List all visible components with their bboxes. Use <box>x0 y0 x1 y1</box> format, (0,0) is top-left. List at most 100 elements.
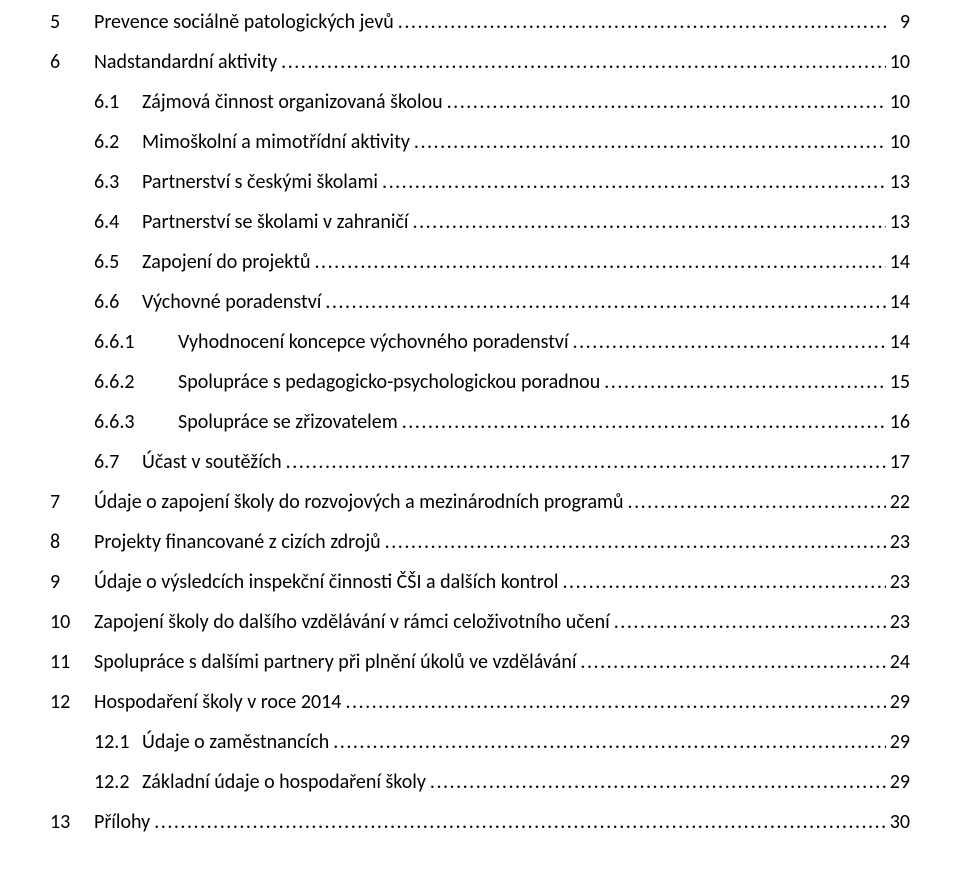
toc-entry-page: 22 <box>886 492 910 512</box>
toc-entry-title: Nadstandardní aktivity <box>94 52 277 72</box>
toc-entry: 12Hospodaření školy v roce 2014.........… <box>50 692 910 712</box>
toc-entry-title: Spolupráce s pedagogicko-psychologickou … <box>154 372 600 392</box>
toc-entry-title: Mimoškolní a mimotřídní aktivity <box>142 132 410 152</box>
toc-entry-title: Hospodaření školy v roce 2014 <box>94 692 341 712</box>
toc-entry-number: 10 <box>50 612 94 632</box>
toc-dot-leader: ........................................… <box>329 732 886 752</box>
toc-entry-number: 6.2 <box>94 132 142 152</box>
toc-entry-title: Základní údaje o hospodaření školy <box>142 772 426 792</box>
toc-entry: 6.6.1Vyhodnocení koncepce výchovného por… <box>50 332 910 352</box>
toc-entry-page: 13 <box>886 212 910 232</box>
toc-entry-title: Účast v soutěžích <box>142 452 282 472</box>
toc-dot-leader: ........................................… <box>600 372 886 392</box>
toc-entry-page: 9 <box>886 12 910 32</box>
toc-dot-leader: ........................................… <box>426 772 886 792</box>
toc-dot-leader: ........................................… <box>381 532 886 552</box>
toc-dot-leader: ........................................… <box>150 812 886 832</box>
toc-dot-leader: ........................................… <box>378 172 886 192</box>
toc-entry-title: Údaje o výsledcích inspekční činnosti ČŠ… <box>94 572 558 592</box>
toc-entry-title: Partnerství s českými školami <box>142 172 378 192</box>
toc-dot-leader: ........................................… <box>398 412 886 432</box>
toc-dot-leader: ........................................… <box>341 692 886 712</box>
toc-entry-page: 15 <box>886 372 910 392</box>
toc-entry-number: 5 <box>50 12 94 32</box>
toc-entry-number: 6.6 <box>94 292 142 312</box>
toc-entry-page: 23 <box>886 572 910 592</box>
toc-entry-number: 6.5 <box>94 252 142 272</box>
toc-entry-page: 29 <box>886 732 910 752</box>
toc-entry: 6.3Partnerství s českými školami........… <box>50 172 910 192</box>
toc-entry-page: 10 <box>886 52 910 72</box>
toc-entry: 6.5Zapojení do projektů.................… <box>50 252 910 272</box>
toc-dot-leader: ........................................… <box>409 212 886 232</box>
toc-entry-title: Spolupráce se zřizovatelem <box>154 412 398 432</box>
toc-entry-number: 6 <box>50 52 94 72</box>
toc-entry-number: 6.3 <box>94 172 142 192</box>
toc-entry-title: Projekty financované z cizích zdrojů <box>94 532 381 552</box>
toc-entry-title: Zapojení do projektů <box>142 252 310 272</box>
toc-entry-number: 9 <box>50 572 94 592</box>
toc-dot-leader: ........................................… <box>277 52 886 72</box>
toc-entry-page: 30 <box>886 812 910 832</box>
toc-entry: 12.2Základní údaje o hospodaření školy..… <box>50 772 910 792</box>
toc-dot-leader: ........................................… <box>558 572 886 592</box>
toc-dot-leader: ........................................… <box>410 132 886 152</box>
toc-entry-number: 6.7 <box>94 452 142 472</box>
toc-entry-title: Partnerství se školami v zahraničí <box>142 212 409 232</box>
toc-entry-page: 23 <box>886 612 910 632</box>
toc-entry-number: 6.6.1 <box>94 332 154 352</box>
toc-dot-leader: ........................................… <box>321 292 886 312</box>
toc-entry-page: 16 <box>886 412 910 432</box>
toc-entry-page: 10 <box>886 92 910 112</box>
toc-dot-leader: ........................................… <box>394 12 886 32</box>
toc-dot-leader: ........................................… <box>282 452 886 472</box>
toc-entry-title: Zájmová činnost organizovaná školou <box>142 92 443 112</box>
toc-entry: 9Údaje o výsledcích inspekční činnosti Č… <box>50 572 910 592</box>
toc-entry: 6.2Mimoškolní a mimotřídní aktivity.....… <box>50 132 910 152</box>
toc-entry-page: 24 <box>886 652 910 672</box>
toc-entry: 12.1Údaje o zaměstnancích...............… <box>50 732 910 752</box>
toc-entry-title: Údaje o zapojení školy do rozvojových a … <box>94 492 624 512</box>
toc-entry-title: Údaje o zaměstnancích <box>142 732 329 752</box>
toc-entry-page: 29 <box>886 692 910 712</box>
toc-entry-page: 17 <box>886 452 910 472</box>
toc-dot-leader: ........................................… <box>576 652 886 672</box>
toc-dot-leader: ........................................… <box>443 92 886 112</box>
toc-entry: 6.1Zájmová činnost organizovaná školou..… <box>50 92 910 112</box>
toc-entry-number: 11 <box>50 652 94 672</box>
toc-entry-title: Vyhodnocení koncepce výchovného poradens… <box>154 332 569 352</box>
toc-entry-number: 12.1 <box>94 732 142 752</box>
toc-entry-number: 6.6.2 <box>94 372 154 392</box>
toc-entry-number: 6.1 <box>94 92 142 112</box>
toc-container: 5Prevence sociálně patologických jevů...… <box>0 0 960 872</box>
toc-entry-page: 14 <box>886 332 910 352</box>
toc-entry: 7Údaje o zapojení školy do rozvojových a… <box>50 492 910 512</box>
toc-entry: 6.6.2Spolupráce s pedagogicko-psychologi… <box>50 372 910 392</box>
toc-entry-number: 7 <box>50 492 94 512</box>
toc-entry-title: Spolupráce s dalšími partnery při plnění… <box>94 652 576 672</box>
toc-entry: 11Spolupráce s dalšími partnery při plně… <box>50 652 910 672</box>
toc-dot-leader: ........................................… <box>610 612 886 632</box>
toc-entry-page: 13 <box>886 172 910 192</box>
toc-entry-page: 29 <box>886 772 910 792</box>
toc-entry-page: 10 <box>886 132 910 152</box>
toc-entry-page: 23 <box>886 532 910 552</box>
toc-entry-number: 8 <box>50 532 94 552</box>
toc-entry: 6.4Partnerství se školami v zahraničí...… <box>50 212 910 232</box>
toc-entry-title: Prevence sociálně patologických jevů <box>94 12 394 32</box>
toc-entry-title: Výchovné poradenství <box>142 292 321 312</box>
toc-entry-number: 13 <box>50 812 94 832</box>
toc-entry: 5Prevence sociálně patologických jevů...… <box>50 12 910 32</box>
toc-entry: 6.6Výchovné poradenství.................… <box>50 292 910 312</box>
toc-entry-number: 6.4 <box>94 212 142 232</box>
toc-dot-leader: ........................................… <box>624 492 886 512</box>
toc-entry: 6.6.3Spolupráce se zřizovatelem.........… <box>50 412 910 432</box>
toc-entry-number: 6.6.3 <box>94 412 154 432</box>
toc-entry-page: 14 <box>886 252 910 272</box>
toc-entry: 6Nadstandardní aktivity.................… <box>50 52 910 72</box>
toc-entry: 10Zapojení školy do dalšího vzdělávání v… <box>50 612 910 632</box>
toc-dot-leader: ........................................… <box>569 332 886 352</box>
toc-entry: 13Přílohy...............................… <box>50 812 910 832</box>
toc-entry: 8Projekty financované z cizích zdrojů...… <box>50 532 910 552</box>
toc-entry-number: 12.2 <box>94 772 142 792</box>
